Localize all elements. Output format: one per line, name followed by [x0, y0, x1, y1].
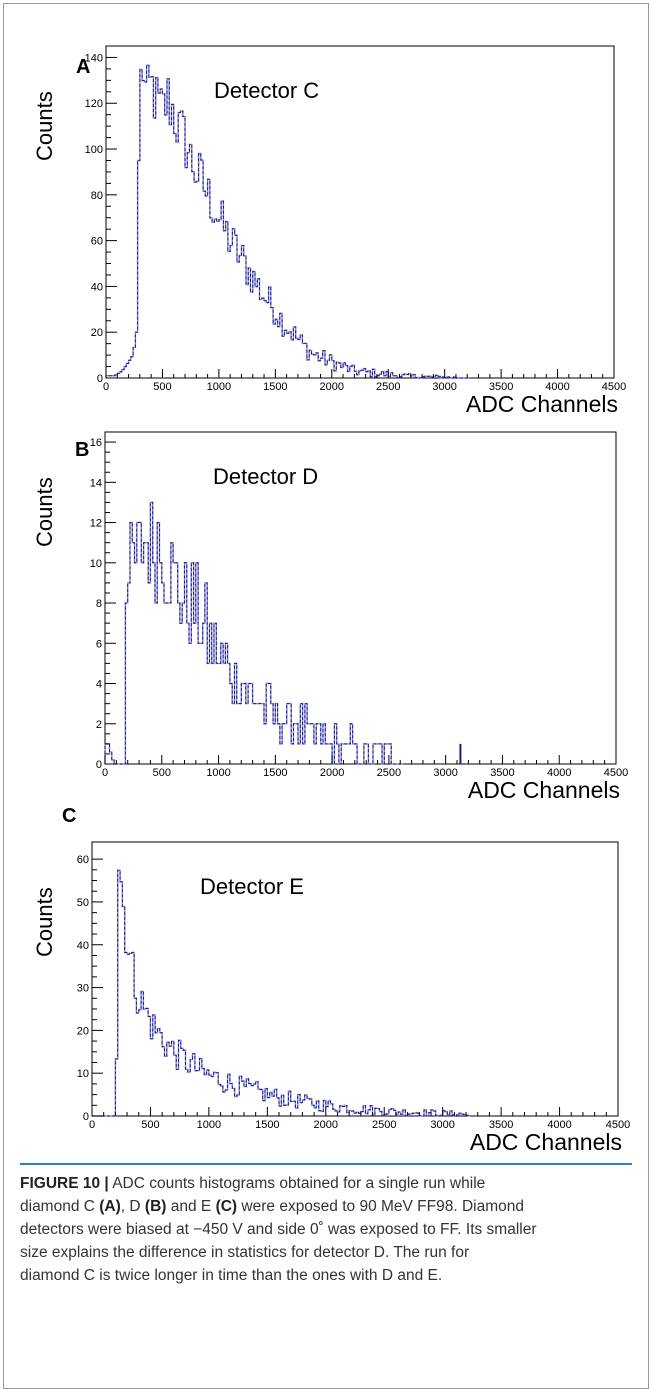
y-tick-label: 2 [96, 719, 102, 731]
histogram-line [105, 64, 470, 379]
x-tick-label: 4000 [545, 381, 569, 393]
y-tick-label: 60 [77, 854, 89, 866]
x-tick-label: 1500 [263, 767, 287, 779]
histogram-panel-a: A Counts Detector C ADC Channels 0 500 100… [32, 45, 626, 417]
caption-rule [20, 1163, 632, 1165]
y-tick-label: 40 [91, 281, 103, 293]
plot-area: 0 500 1000 1500 2000 2500 3000 3500 4000 4500 0 10 2… [77, 841, 630, 1131]
caption-segment: (B) [144, 1198, 167, 1215]
y-tick-label: 10 [77, 1068, 89, 1080]
y-tick-label: 12 [90, 518, 102, 530]
x-tick-label: 4500 [606, 1119, 630, 1131]
x-tick-label: 2000 [320, 767, 344, 779]
x-tick-label: 0 [102, 767, 108, 779]
x-tick-label: 500 [153, 381, 171, 393]
histogram-line-light [105, 64, 470, 379]
histogram-panel-c: C Counts Detector E ADC Channels 0 500 100… [32, 805, 630, 1155]
histogram-line-light [104, 501, 405, 765]
y-tick-label: 120 [85, 98, 103, 110]
histogram-line [104, 501, 405, 765]
y-tick-label: 80 [91, 190, 103, 202]
caption-segment: size explains the difference in statisti… [20, 1244, 470, 1261]
caption-segment: (A) [99, 1198, 121, 1215]
y-tick-label: 16 [90, 437, 102, 449]
y-axis-label: Counts [32, 477, 57, 547]
y-tick-label: 4 [96, 679, 102, 691]
x-tick-label: 500 [141, 1119, 159, 1131]
x-axis-label: ADC Channels [470, 1129, 622, 1155]
panel-letter: C [62, 805, 76, 827]
x-tick-label: 3500 [489, 1119, 513, 1131]
x-tick-label: 3000 [430, 1119, 454, 1131]
y-tick-label: 60 [91, 236, 103, 248]
detector-annotation: Detector D [213, 464, 318, 489]
x-tick-label: 0 [103, 381, 109, 393]
x-tick-label: 3500 [489, 381, 513, 393]
detector-annotation: Detector C [214, 78, 319, 103]
y-tick-label: 100 [85, 144, 103, 156]
x-tick-label: 3000 [433, 767, 457, 779]
x-tick-label: 500 [153, 767, 171, 779]
x-tick-label: 4000 [547, 1119, 571, 1131]
y-tick-label: 0 [96, 759, 102, 771]
caption-segment: diamond C is twice longer in time than t… [20, 1267, 443, 1284]
y-axis-label: Counts [32, 887, 57, 957]
y-axis-label: Counts [32, 91, 57, 161]
y-tick-label: 40 [77, 940, 89, 952]
caption-segment: diamond C [20, 1198, 100, 1215]
plot-area: 0 500 1000 1500 2000 2500 3000 3500 4000 4500 0 20 4… [85, 45, 626, 393]
plot-frame [91, 841, 619, 1117]
caption-segment: were exposed to 90 MeV FF98. Diamond [237, 1198, 525, 1215]
y-tick-label: 6 [96, 638, 102, 650]
x-tick-label: 4000 [547, 767, 571, 779]
x-tick-label: 2500 [377, 767, 401, 779]
y-tick-label: 30 [77, 983, 89, 995]
panel-letter: B [75, 439, 89, 461]
y-tick-label: 20 [91, 327, 103, 339]
x-tick-label: 1000 [206, 767, 230, 779]
x-tick-label: 0 [89, 1119, 95, 1131]
detector-annotation: Detector E [200, 874, 304, 899]
caption-segment: detectors were biased at −450 V and side… [20, 1221, 537, 1238]
y-tick-label: 14 [90, 477, 102, 489]
y-tick-label: 140 [85, 52, 103, 64]
plot-area: 0 500 1000 1500 2000 2500 3000 3500 4000 4500 0 2 4 6… [90, 431, 628, 779]
x-tick-label: 1500 [255, 1119, 279, 1131]
x-tick-label: 2500 [372, 1119, 396, 1131]
caption-segment: and E [166, 1198, 216, 1215]
panel-letter: A [76, 56, 90, 78]
y-tick-label: 0 [83, 1111, 89, 1123]
x-tick-label: 3000 [432, 381, 456, 393]
plot-frame [104, 431, 617, 765]
x-axis-label: ADC Channels [466, 391, 618, 417]
figure-frame [3, 3, 649, 1389]
caption-content: FIGURE 10 | ADC counts histograms obtain… [20, 1175, 537, 1284]
histogram-panel-b: B Counts Detector D ADC Channels 0 500 100… [32, 431, 628, 802]
x-tick-label: 4500 [602, 381, 626, 393]
caption-label: FIGURE 10 | [20, 1175, 109, 1192]
x-tick-label: 2500 [376, 381, 400, 393]
caption-segment: ADC counts histograms obtained for a sin… [108, 1175, 486, 1192]
x-tick-label: 1500 [263, 381, 287, 393]
y-tick-label: 10 [90, 558, 102, 570]
x-tick-label: 2000 [320, 381, 344, 393]
x-tick-label: 2000 [314, 1119, 338, 1131]
plot-frame [105, 45, 615, 379]
histogram-line-light [92, 869, 471, 1117]
x-tick-label: 4500 [604, 767, 628, 779]
caption-segment: , D [120, 1198, 145, 1215]
y-tick-label: 50 [77, 897, 89, 909]
y-tick-label: 8 [96, 598, 102, 610]
y-tick-label: 0 [97, 373, 103, 385]
x-tick-label: 1000 [197, 1119, 221, 1131]
x-tick-label: 1000 [207, 381, 231, 393]
caption-segment: (C) [215, 1198, 238, 1215]
y-tick-label: 20 [77, 1025, 89, 1037]
x-axis-label: ADC Channels [468, 777, 620, 802]
figure-caption: FIGURE 10 | ADC counts histograms obtain… [20, 1172, 632, 1287]
x-tick-label: 3500 [490, 767, 514, 779]
histogram-line [92, 869, 471, 1117]
